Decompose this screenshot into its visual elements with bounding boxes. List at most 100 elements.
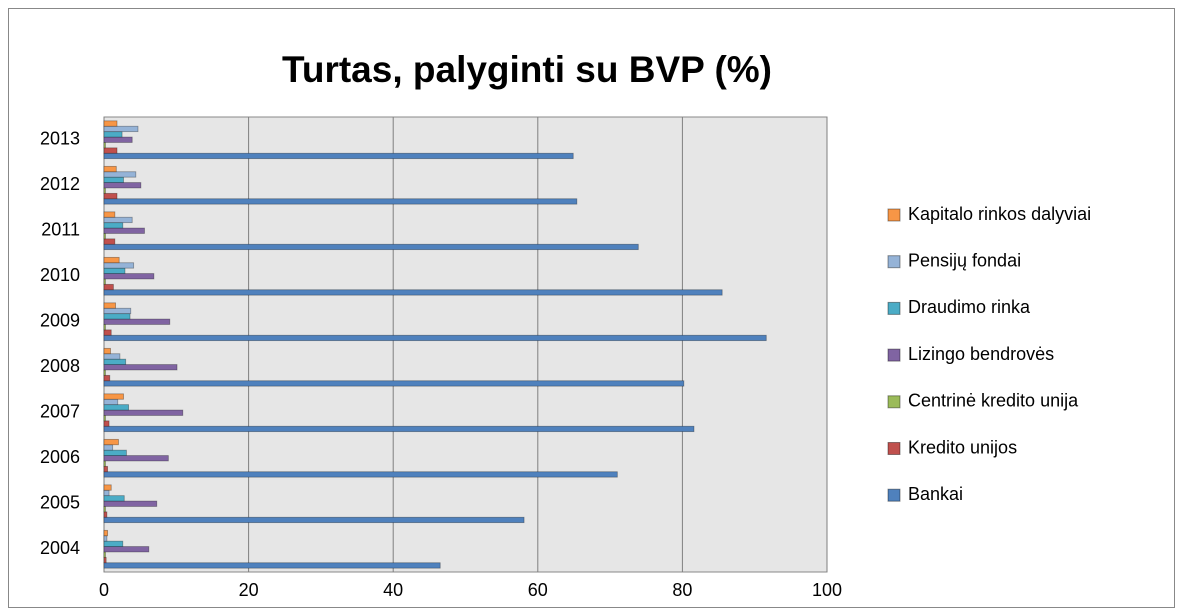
bar [103,409,184,416]
bar [103,125,139,133]
bar [103,318,171,325]
y-tick-label: 2007 [40,402,80,422]
y-tick-label: 2005 [40,493,80,513]
x-tick-label: 100 [812,580,842,600]
bar [103,364,178,371]
bar [103,404,129,411]
y-tick-label: 2011 [41,220,80,240]
bar [103,484,112,491]
legend-label: Kapitalo rinkos dalyviai [908,204,1091,224]
bar [103,238,116,245]
bar [103,233,106,240]
bar [103,182,142,189]
bar [103,471,618,478]
bar [103,495,125,502]
bar [103,136,133,143]
bar [103,198,578,205]
bar [103,152,574,160]
bar [103,562,441,569]
bar [103,227,145,234]
legend-swatch [887,301,901,315]
y-tick-label: 2006 [40,447,80,467]
bar [103,307,132,315]
y-tick-label: 2009 [40,311,80,331]
bar [103,546,150,553]
bar [103,353,121,360]
bar [103,556,107,564]
bar [103,489,110,497]
legend-label: Bankai [908,484,963,504]
y-tick-label: 2008 [40,356,80,376]
bar [103,535,108,542]
bar [103,313,131,320]
legend-swatch [887,255,901,269]
legend-label: Kredito unijos [908,437,1017,457]
bar [103,551,106,558]
bar [103,120,118,127]
legend-swatch [887,488,901,502]
bar [103,334,767,342]
bar [103,302,116,309]
x-tick-label: 40 [383,580,403,600]
bar [103,529,109,537]
x-tick-label: 20 [239,580,259,600]
plot-area [103,116,828,573]
bar [103,393,124,400]
x-tick-label: 60 [528,580,548,600]
bar [103,171,137,178]
legend-label: Centrinė kredito unija [908,391,1079,411]
bar [103,147,118,154]
bar [103,415,106,422]
bar [103,256,120,264]
bar [103,438,119,446]
bar [103,243,639,251]
bar [103,222,124,229]
bar [103,283,114,291]
bar [103,267,126,274]
bar [103,444,114,451]
bar [103,273,155,280]
legend-swatch [887,208,901,222]
bar [103,324,106,331]
legend-label: Lizingo bendrovės [908,344,1054,364]
bar [103,455,169,462]
bar [103,420,110,427]
y-tick-label: 2013 [40,129,80,149]
legend-swatch [887,348,901,362]
bar [103,540,124,547]
bar [103,465,109,473]
x-tick-label: 0 [99,580,109,600]
bar [103,262,135,269]
legend-label: Pensijų fondai [908,250,1021,270]
bar [103,511,108,518]
legend-swatch [887,442,901,455]
bar [103,449,127,456]
bar [103,398,119,406]
bar [103,460,106,467]
legend-swatch [887,395,901,409]
bar [103,131,123,138]
bar [103,192,118,200]
bar [103,142,106,149]
chart-title: Turtas, palyginti su BVP (%) [282,49,772,90]
y-tick-label: 2010 [40,265,80,285]
legend-label: Draudimo rinka [908,297,1031,317]
bar [103,165,117,173]
bar [103,358,127,365]
bar [103,211,116,218]
bar [103,425,695,433]
bar [103,329,112,336]
bar [103,289,723,296]
y-tick-label: 2012 [40,174,80,194]
x-tick-label: 80 [672,580,692,600]
bar [103,380,685,387]
bar [103,176,124,183]
bar [103,369,106,376]
bar [103,516,525,524]
bar [103,506,106,513]
bar [103,347,111,355]
bar [103,187,106,194]
y-tick-label: 2004 [40,538,80,558]
bar [103,216,133,224]
